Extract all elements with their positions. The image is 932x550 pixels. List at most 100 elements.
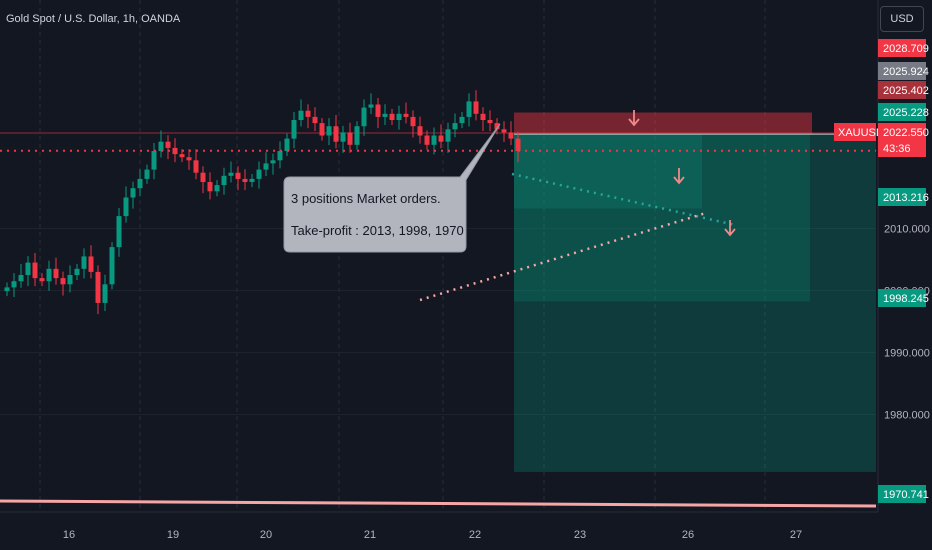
candle-body [4, 287, 10, 292]
candle-body [291, 120, 297, 139]
arrow-down-icon [724, 220, 736, 237]
candle-body [18, 275, 24, 282]
candle-body [515, 138, 521, 152]
position-zones [0, 112, 876, 472]
x-tick-label: 26 [682, 529, 694, 541]
candle-body [25, 262, 31, 276]
candle-body [354, 126, 360, 145]
chart-title: Gold Spot / U.S. Dollar, 1h, OANDA [6, 13, 181, 25]
candle-body [319, 123, 325, 136]
candle-body [249, 178, 255, 183]
x-tick-label: 23 [574, 529, 586, 541]
candle-body [501, 129, 507, 133]
candle-body [144, 169, 150, 179]
candle-body [207, 182, 213, 192]
candle-body [403, 113, 409, 117]
candle-body [193, 160, 199, 173]
time-axis-bg [0, 512, 932, 550]
price-tag [878, 188, 926, 206]
price-tag [878, 62, 926, 80]
candle-body [417, 126, 423, 136]
arrow-down-icon [673, 168, 685, 185]
countdown-label: 43:36 [883, 143, 911, 155]
price-tag-label: 2013.216 [883, 192, 929, 204]
x-tick-label: 16 [63, 529, 75, 541]
candle-body [53, 268, 59, 279]
candle-body [32, 262, 38, 279]
candle-body [298, 110, 304, 121]
price-tag [878, 485, 926, 503]
take-profit-zone-3 [514, 134, 876, 472]
candle-body [228, 172, 234, 176]
x-tick-label: 21 [364, 529, 376, 541]
x-tick-label: 19 [167, 529, 179, 541]
callout-line-1: 3 positions Market orders. [291, 191, 441, 206]
candle-body [116, 216, 122, 248]
candle-body [375, 104, 381, 117]
annotation-callout[interactable]: 3 positions Market orders. Take-profit :… [283, 123, 501, 253]
candle-body [466, 101, 472, 117]
price-tag [878, 39, 926, 57]
candle-body [123, 197, 129, 217]
candle-body [60, 278, 66, 285]
candle-body [109, 247, 115, 285]
candle-body [438, 135, 444, 142]
price-tag-label: 2025.228 [883, 107, 929, 119]
price-tag [878, 289, 926, 307]
candle-body [102, 284, 108, 303]
candle-body [480, 113, 486, 121]
candle-body [158, 141, 164, 152]
projection-lines [0, 110, 877, 508]
candle-body [179, 154, 185, 158]
candle-body [11, 281, 17, 288]
candle-body [256, 169, 262, 179]
callout-line-2: Take-profit : 2013, 1998, 1970 [291, 223, 464, 238]
price-tag-label: 1998.245 [883, 293, 929, 305]
candle-body [151, 151, 157, 170]
candle-body [368, 104, 374, 108]
candle-body [389, 113, 395, 121]
time-axis[interactable]: 16 19 20 21 22 23 26 27 [0, 511, 932, 550]
support-line [0, 499, 877, 508]
candle-body [221, 175, 227, 186]
price-tag-label: 1970.741 [883, 489, 929, 501]
candle-body [452, 123, 458, 130]
candle-body [200, 172, 206, 183]
candle-body [67, 275, 73, 285]
x-tick-label: 22 [469, 529, 481, 541]
take-profit-zone-2 [514, 134, 810, 302]
candle-body [445, 129, 451, 142]
candle-body [494, 123, 500, 130]
candle-body [95, 271, 101, 303]
price-tag-label: 2025.402 [883, 85, 929, 97]
candle-body [74, 268, 80, 276]
y-tick-label: 1980.000 [884, 410, 930, 422]
price-tag [878, 103, 926, 121]
candle-body [88, 256, 94, 272]
symbol-tag-label: XAUUSD [838, 127, 884, 139]
callout-bubble[interactable] [283, 123, 501, 253]
candle-body [242, 178, 248, 183]
candle-body [186, 157, 192, 161]
candle-body [312, 116, 318, 124]
candle-body [396, 113, 402, 121]
candle-body [340, 132, 346, 142]
candle-body [410, 116, 416, 127]
candle-body [284, 138, 290, 152]
current-price-tag [878, 123, 926, 157]
candle-body [326, 126, 332, 136]
candle-body [382, 113, 388, 117]
candle-body [431, 135, 437, 145]
x-tick-label: 20 [260, 529, 272, 541]
candle-body [137, 178, 143, 189]
candle-body [333, 126, 339, 142]
candle-body [459, 116, 465, 124]
price-tag-label: 2025.924 [883, 66, 929, 78]
candle-body [305, 110, 311, 117]
currency-button[interactable]: USD [880, 6, 924, 32]
candle-body [508, 132, 514, 139]
candle-body [487, 120, 493, 124]
price-tag-label: 2028.709 [883, 43, 929, 55]
y-tick-label: 1990.000 [884, 348, 930, 360]
